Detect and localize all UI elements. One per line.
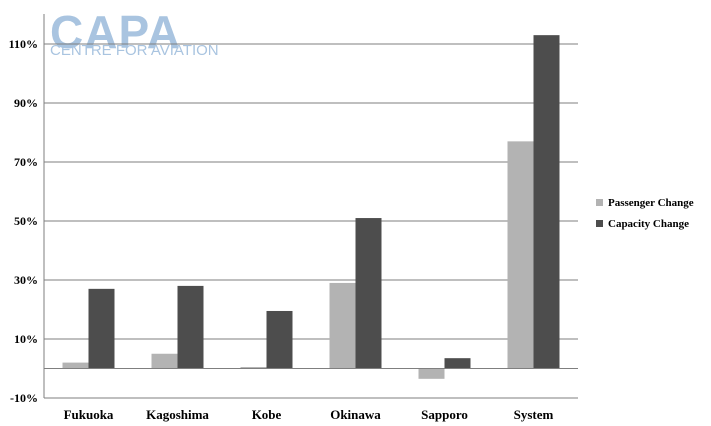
capa-logo: CAPA CENTRE FOR AVIATION (50, 6, 219, 59)
axes: -10% 10% 30% 50% 70% 90% 110% Fukuoka Kagoshima K… (9, 14, 578, 422)
y-tick-label: 70% (14, 155, 38, 169)
gridlines (44, 43, 578, 399)
bar-capacity-change (533, 35, 560, 369)
y-tick-label: 110% (9, 37, 38, 51)
legend: Passenger Change Capacity Change (596, 197, 694, 230)
x-tick-label: System (514, 407, 554, 422)
bar-passenger-change (329, 282, 356, 369)
bar-capacity-change (88, 288, 115, 369)
logo-tagline: CENTRE FOR AVIATION (50, 42, 219, 59)
y-tick-label: -10% (10, 391, 38, 405)
x-tick-label: Okinawa (330, 407, 381, 422)
x-tick-label: Sapporo (421, 407, 468, 422)
bar-passenger-change (62, 362, 89, 369)
y-tick-label: 30% (14, 273, 38, 287)
x-tick-label: Kagoshima (146, 407, 209, 422)
legend-swatch (596, 199, 603, 206)
logo-name: CAPA (50, 6, 181, 58)
bar-passenger-change (507, 141, 534, 369)
y-tick-label: 10% (14, 332, 38, 346)
bar-capacity-change (444, 358, 471, 369)
x-tick-label: Fukuoka (64, 407, 114, 422)
y-tick-label: 50% (14, 214, 38, 228)
bars (62, 35, 560, 379)
x-tick-label: Kobe (252, 407, 282, 422)
bar-capacity-change (266, 310, 293, 369)
legend-label: Capacity Change (608, 218, 689, 230)
bar-passenger-change (418, 368, 445, 379)
bar-capacity-change (177, 285, 204, 369)
bar-passenger-change (240, 367, 267, 369)
legend-swatch (596, 220, 603, 227)
legend-label: Passenger Change (608, 197, 694, 209)
bar-passenger-change (151, 353, 178, 369)
y-tick-label: 90% (14, 96, 38, 110)
bar-capacity-change (355, 218, 382, 369)
